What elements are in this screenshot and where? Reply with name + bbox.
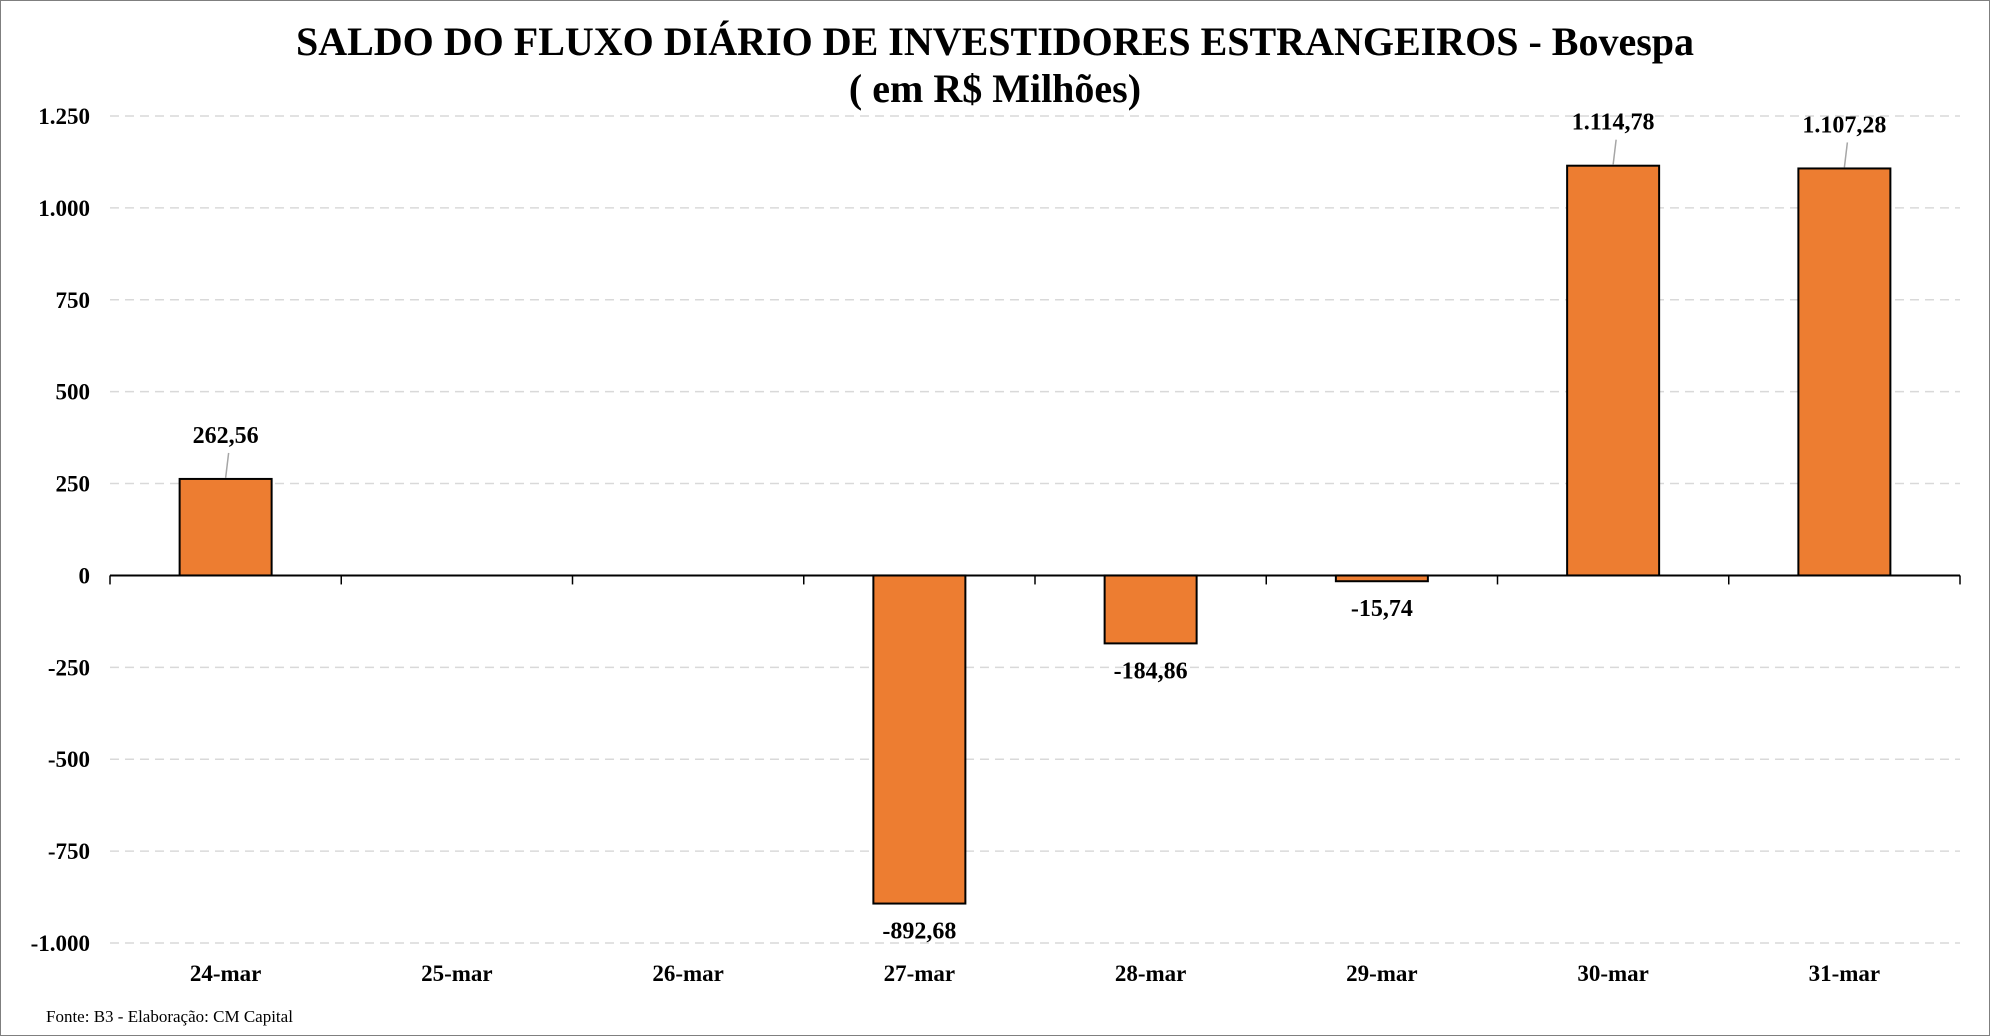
bar (872, 574, 967, 905)
y-tick-label: -750 (48, 839, 90, 864)
x-axis-tick-labels: 24-mar 25-mar 26-mar 27-mar 28-mar 29-mar 30-m… (190, 961, 1880, 986)
x-tick-label: 27-mar (884, 961, 956, 986)
data-label: 262,56 (193, 423, 259, 449)
y-tick-label: -500 (48, 747, 90, 772)
gridlines (110, 115, 1960, 944)
leader-line (224, 452, 230, 479)
x-tick-label: 25-mar (421, 961, 493, 986)
data-label: -892,68 (882, 919, 956, 945)
y-tick-label: 250 (56, 472, 91, 497)
y-tick-label: 500 (56, 380, 91, 405)
y-axis-tick-labels: 1.250 1.000 750 500 250 0 -250 -500 -750 -1.000 (31, 104, 90, 956)
bar (1103, 574, 1198, 645)
x-axis (109, 574, 1961, 585)
bar (178, 477, 273, 577)
data-label: -15,74 (1351, 596, 1413, 622)
y-tick-label: 0 (79, 563, 91, 588)
bar (1566, 164, 1661, 577)
x-tick-label: 30-mar (1577, 961, 1649, 986)
chart-subtitle: ( em R$ Milhões) (849, 66, 1141, 111)
source-note: Fonte: B3 - Elaboração: CM Capital (46, 1007, 293, 1026)
y-tick-label: 1.000 (38, 196, 90, 221)
x-tick-label: 28-mar (1115, 961, 1187, 986)
leader-line (1612, 139, 1617, 165)
data-label: 1.114,78 (1572, 110, 1655, 136)
x-tick-label: 29-mar (1346, 961, 1418, 986)
chart-title: SALDO DO FLUXO DIÁRIO DE INVESTIDORES ES… (296, 19, 1694, 64)
y-tick-label: 1.250 (38, 104, 90, 129)
y-tick-label: -1.000 (31, 931, 90, 956)
x-tick-label: 24-mar (190, 961, 262, 986)
data-label: -184,86 (1114, 658, 1188, 684)
y-tick-label: -250 (48, 655, 90, 680)
x-tick-label: 31-mar (1809, 961, 1881, 986)
data-label: 1.107,28 (1802, 112, 1886, 138)
y-tick-label: 750 (56, 288, 91, 313)
x-tick-label: 26-mar (652, 961, 724, 986)
leader-line (1843, 142, 1849, 168)
bar (1797, 167, 1892, 577)
bars (178, 164, 1892, 905)
data-labels: 262,56 -892,68 -184,86 -15,74 1.114,78 1.107,… (193, 110, 1887, 945)
